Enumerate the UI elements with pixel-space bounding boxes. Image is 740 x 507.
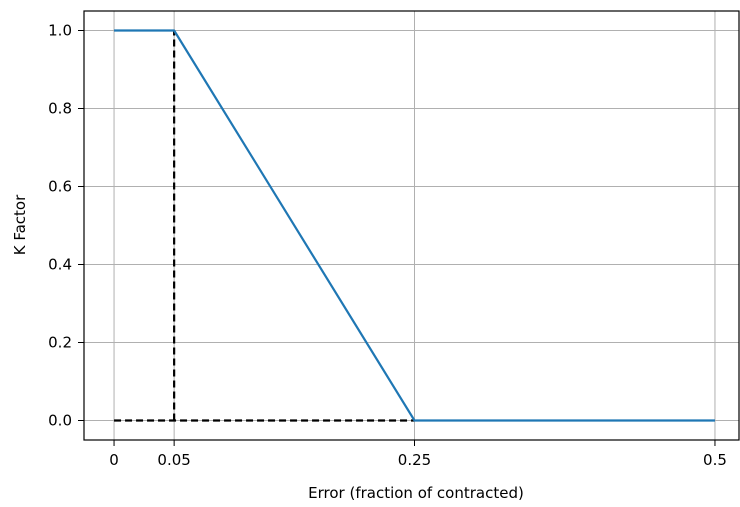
y-tick-label: 0.2 bbox=[48, 334, 72, 352]
x-tick-label: 0.05 bbox=[157, 451, 190, 469]
y-tick-label: 0.0 bbox=[48, 412, 72, 430]
y-axis-label: K Factor bbox=[11, 194, 29, 255]
y-tick-label: 1.0 bbox=[48, 22, 72, 40]
plot-frame bbox=[83, 10, 740, 441]
reference-lines bbox=[114, 30, 415, 422]
k-factor-series-line bbox=[114, 29, 715, 422]
x-tick-label: 0.25 bbox=[398, 451, 431, 469]
y-axis: 0.0 0.2 0.4 0.6 0.8 1.0 bbox=[48, 22, 84, 430]
y-tick-label: 0.6 bbox=[48, 178, 72, 196]
x-axis: 0 0.05 0.25 0.5 bbox=[109, 440, 727, 469]
y-tick-label: 0.4 bbox=[48, 256, 72, 274]
y-tick-label: 0.8 bbox=[48, 100, 72, 118]
x-tick-label: 0.5 bbox=[703, 451, 727, 469]
x-axis-label: Error (fraction of contracted) bbox=[308, 484, 524, 502]
grid bbox=[84, 11, 739, 440]
x-tick-label: 0 bbox=[109, 451, 119, 469]
series-layer bbox=[114, 29, 715, 422]
